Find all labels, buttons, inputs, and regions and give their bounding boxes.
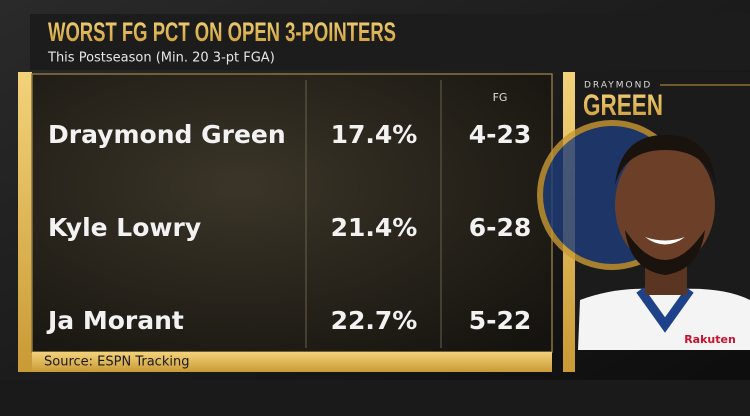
player-name: Ja Morant: [46, 306, 184, 335]
source: Source: ESPN Tracking: [44, 355, 189, 370]
hair: [615, 135, 716, 185]
jersey-collar: [636, 287, 694, 333]
player-photo: Rakuten: [578, 135, 750, 350]
column-header: FG: [493, 91, 508, 104]
source-bar: [32, 352, 552, 372]
fg-made-attempted: 5-22: [469, 306, 532, 335]
table-panel: [31, 73, 553, 353]
title-bar: [30, 14, 750, 70]
subtitle: This Postseason (Min. 20 3-pt FGA): [47, 51, 275, 66]
gold-edge: [18, 72, 32, 372]
player-name: Draymond Green: [48, 120, 286, 149]
fg-pct: 22.7%: [331, 306, 418, 335]
smile: [645, 237, 685, 245]
floor: [0, 380, 750, 416]
player-name: Kyle Lowry: [48, 213, 201, 242]
face: [615, 143, 715, 267]
fg-made-attempted: 6-28: [469, 213, 532, 242]
player-last-name: GREEN: [583, 89, 663, 122]
player-first-name: DRAYMOND: [584, 81, 652, 91]
jersey-sponsor: Rakuten: [684, 333, 736, 346]
fg-pct: 21.4%: [331, 213, 418, 242]
title: WORST FG PCT ON OPEN 3-POINTERS: [48, 17, 396, 47]
fg-pct: 17.4%: [331, 120, 418, 149]
beard: [625, 230, 705, 275]
fg-made-attempted: 4-23: [469, 120, 532, 149]
